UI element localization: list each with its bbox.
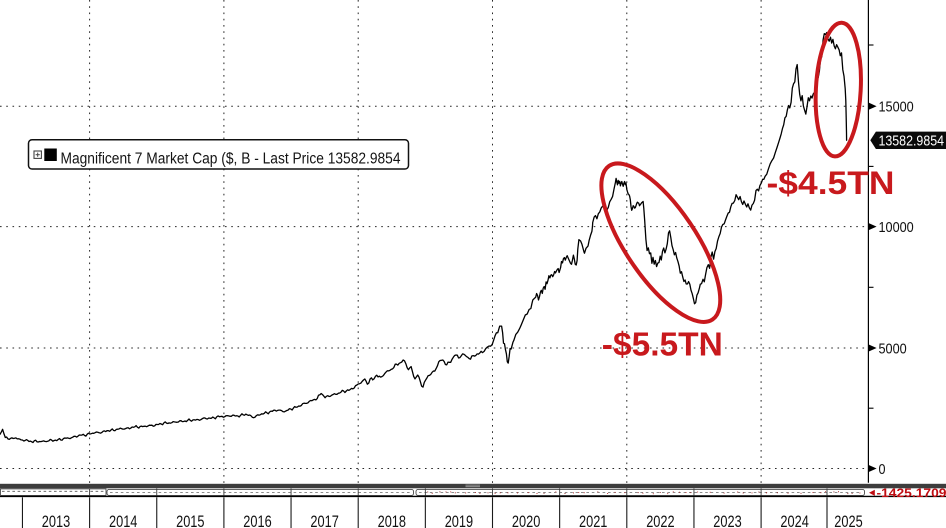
svg-text:2020: 2020 <box>512 513 540 528</box>
svg-text:Magnificent 7 Market Cap ($, B: Magnificent 7 Market Cap ($, B - Last Pr… <box>61 150 401 167</box>
svg-text:5000: 5000 <box>879 340 907 357</box>
svg-text:2018: 2018 <box>378 513 406 528</box>
svg-text:2024: 2024 <box>780 513 808 528</box>
svg-text:2023: 2023 <box>713 513 741 528</box>
svg-text:2016: 2016 <box>243 513 271 528</box>
svg-text:2021: 2021 <box>579 513 607 528</box>
svg-text:-$5.5TN: -$5.5TN <box>602 327 723 364</box>
svg-text:10000: 10000 <box>879 219 914 236</box>
svg-text:0: 0 <box>879 461 886 478</box>
svg-text:2013: 2013 <box>42 513 70 528</box>
svg-text:2022: 2022 <box>646 513 674 528</box>
svg-text:2025: 2025 <box>834 513 862 528</box>
svg-text:2019: 2019 <box>445 513 473 528</box>
svg-text:-$4.5TN: -$4.5TN <box>767 165 895 201</box>
svg-text:-1425.1709: -1425.1709 <box>877 488 946 500</box>
svg-text:2017: 2017 <box>310 513 338 528</box>
svg-text:2014: 2014 <box>109 513 137 528</box>
svg-text:2015: 2015 <box>176 513 204 528</box>
svg-text:15000: 15000 <box>879 99 914 116</box>
svg-text:13582.9854: 13582.9854 <box>879 133 945 150</box>
